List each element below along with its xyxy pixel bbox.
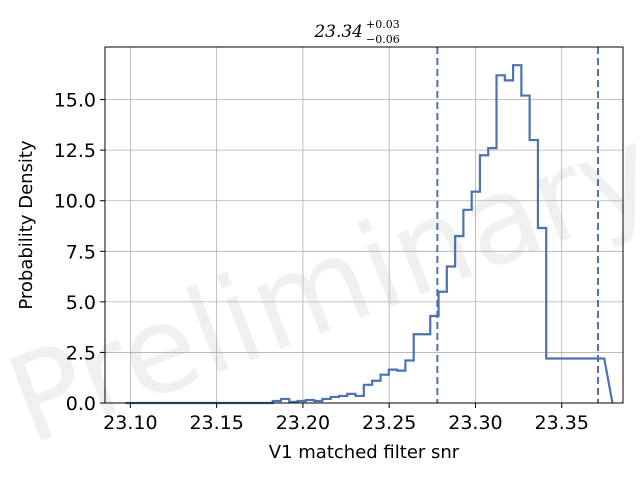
y-tick-label: 12.5: [54, 140, 96, 162]
x-tick-label: 23.30: [448, 412, 502, 434]
y-tick-label: 10.0: [54, 191, 96, 213]
x-tick-label: 23.10: [103, 412, 157, 434]
x-axis-ticks: 23.10 23.15 23.20 23.25 23.30 23.35: [103, 403, 589, 434]
x-tick-label: 23.35: [535, 412, 589, 434]
plot-frame: [104, 46, 624, 404]
y-tick-label: 15.0: [54, 90, 96, 112]
x-tick-label: 23.15: [189, 412, 243, 434]
title-plus-error: +0.03: [366, 18, 400, 31]
chart-title: 23.34 +0.03 −0.06: [313, 18, 399, 46]
title-value: 23.34: [313, 22, 363, 42]
histogram-series: [125, 64, 614, 405]
y-tick-label: 0.0: [66, 393, 96, 415]
y-tick-label: 2.5: [66, 342, 96, 364]
grid: [105, 47, 623, 404]
y-axis-label: Probability Density: [16, 140, 37, 310]
y-axis-ticks: 0.0 2.5 5.0 7.5 10.0 12.5 15.0: [54, 90, 105, 415]
y-tick-label: 5.0: [66, 292, 96, 314]
x-tick-label: 23.20: [276, 412, 330, 434]
x-tick-label: 23.25: [362, 412, 416, 434]
x-axis-label: V1 matched filter snr: [269, 442, 460, 463]
title-minus-error: −0.06: [366, 33, 400, 46]
quantile-lines: [436, 47, 599, 403]
y-tick-label: 7.5: [66, 241, 96, 263]
